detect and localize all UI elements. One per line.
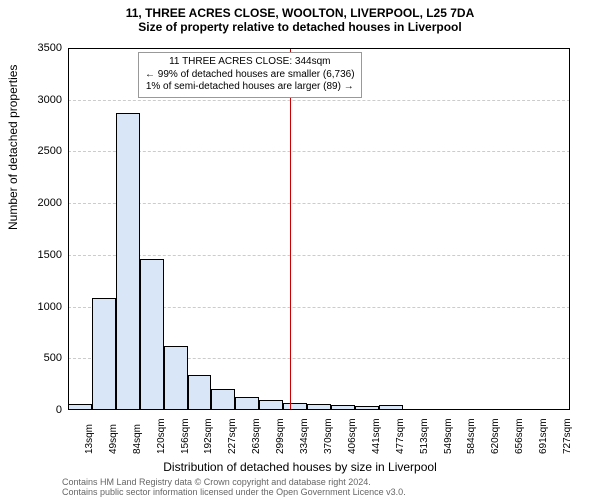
title-line-1: 11, THREE ACRES CLOSE, WOOLTON, LIVERPOO… [0,6,600,20]
x-tick-label: 620sqm [490,418,501,454]
info-line-1: 11 THREE ACRES CLOSE: 344sqm [145,56,355,69]
histogram-bar [188,375,212,410]
y-axis-label: Number of detached properties [6,65,20,230]
chart-container: 11, THREE ACRES CLOSE, WOOLTON, LIVERPOO… [0,0,600,500]
x-tick-label: 513sqm [419,418,430,454]
x-tick-label: 406sqm [347,418,358,454]
histogram-bars [68,48,570,410]
info-line-2: ← 99% of detached houses are smaller (6,… [145,69,355,82]
marker-line [290,48,291,410]
x-axis-top-line [68,48,570,49]
x-tick-label: 334sqm [299,418,310,454]
y-tick-label: 500 [22,352,62,364]
y-tick-label: 2500 [22,145,62,157]
title-line-2: Size of property relative to detached ho… [0,20,600,34]
y-axis-right-line [569,48,570,410]
x-tick-label: 370sqm [323,418,334,454]
x-tick-label: 441sqm [371,418,382,454]
histogram-bar [211,389,235,410]
y-tick-label: 2000 [22,197,62,209]
x-tick-label: 656sqm [514,418,525,454]
footer-line-2: Contains public sector information licen… [62,488,406,498]
x-tick-label: 549sqm [443,418,454,454]
histogram-bar [92,298,116,410]
y-tick-label: 0 [22,404,62,416]
x-tick-label: 263sqm [251,418,262,454]
x-tick-label: 49sqm [108,424,119,454]
y-tick-label: 1000 [22,301,62,313]
histogram-bar [116,113,140,410]
histogram-bar [140,259,164,410]
y-axis-line [68,48,69,410]
x-axis-line [68,409,570,410]
y-tick-label: 3500 [22,42,62,54]
x-tick-label: 477sqm [395,418,406,454]
title-block: 11, THREE ACRES CLOSE, WOOLTON, LIVERPOO… [0,0,600,34]
x-tick-label: 192sqm [203,418,214,454]
y-tick-label: 3000 [22,94,62,106]
x-tick-label: 227sqm [227,418,238,454]
y-tick-label: 1500 [22,249,62,261]
x-tick-label: 691sqm [538,418,549,454]
x-tick-label: 13sqm [84,424,95,454]
x-tick-label: 156sqm [180,418,191,454]
x-tick-label: 727sqm [562,418,573,454]
info-box: 11 THREE ACRES CLOSE: 344sqm ← 99% of de… [138,52,362,98]
plot-area [68,48,570,410]
x-tick-label: 584sqm [466,418,477,454]
info-line-3: 1% of semi-detached houses are larger (8… [145,81,355,94]
x-tick-label: 84sqm [132,424,143,454]
x-tick-label: 120sqm [156,418,167,454]
x-axis-label: Distribution of detached houses by size … [0,460,600,474]
histogram-bar [235,397,259,410]
histogram-bar [164,346,188,410]
footer-attribution: Contains HM Land Registry data © Crown c… [62,478,406,498]
x-tick-label: 299sqm [275,418,286,454]
